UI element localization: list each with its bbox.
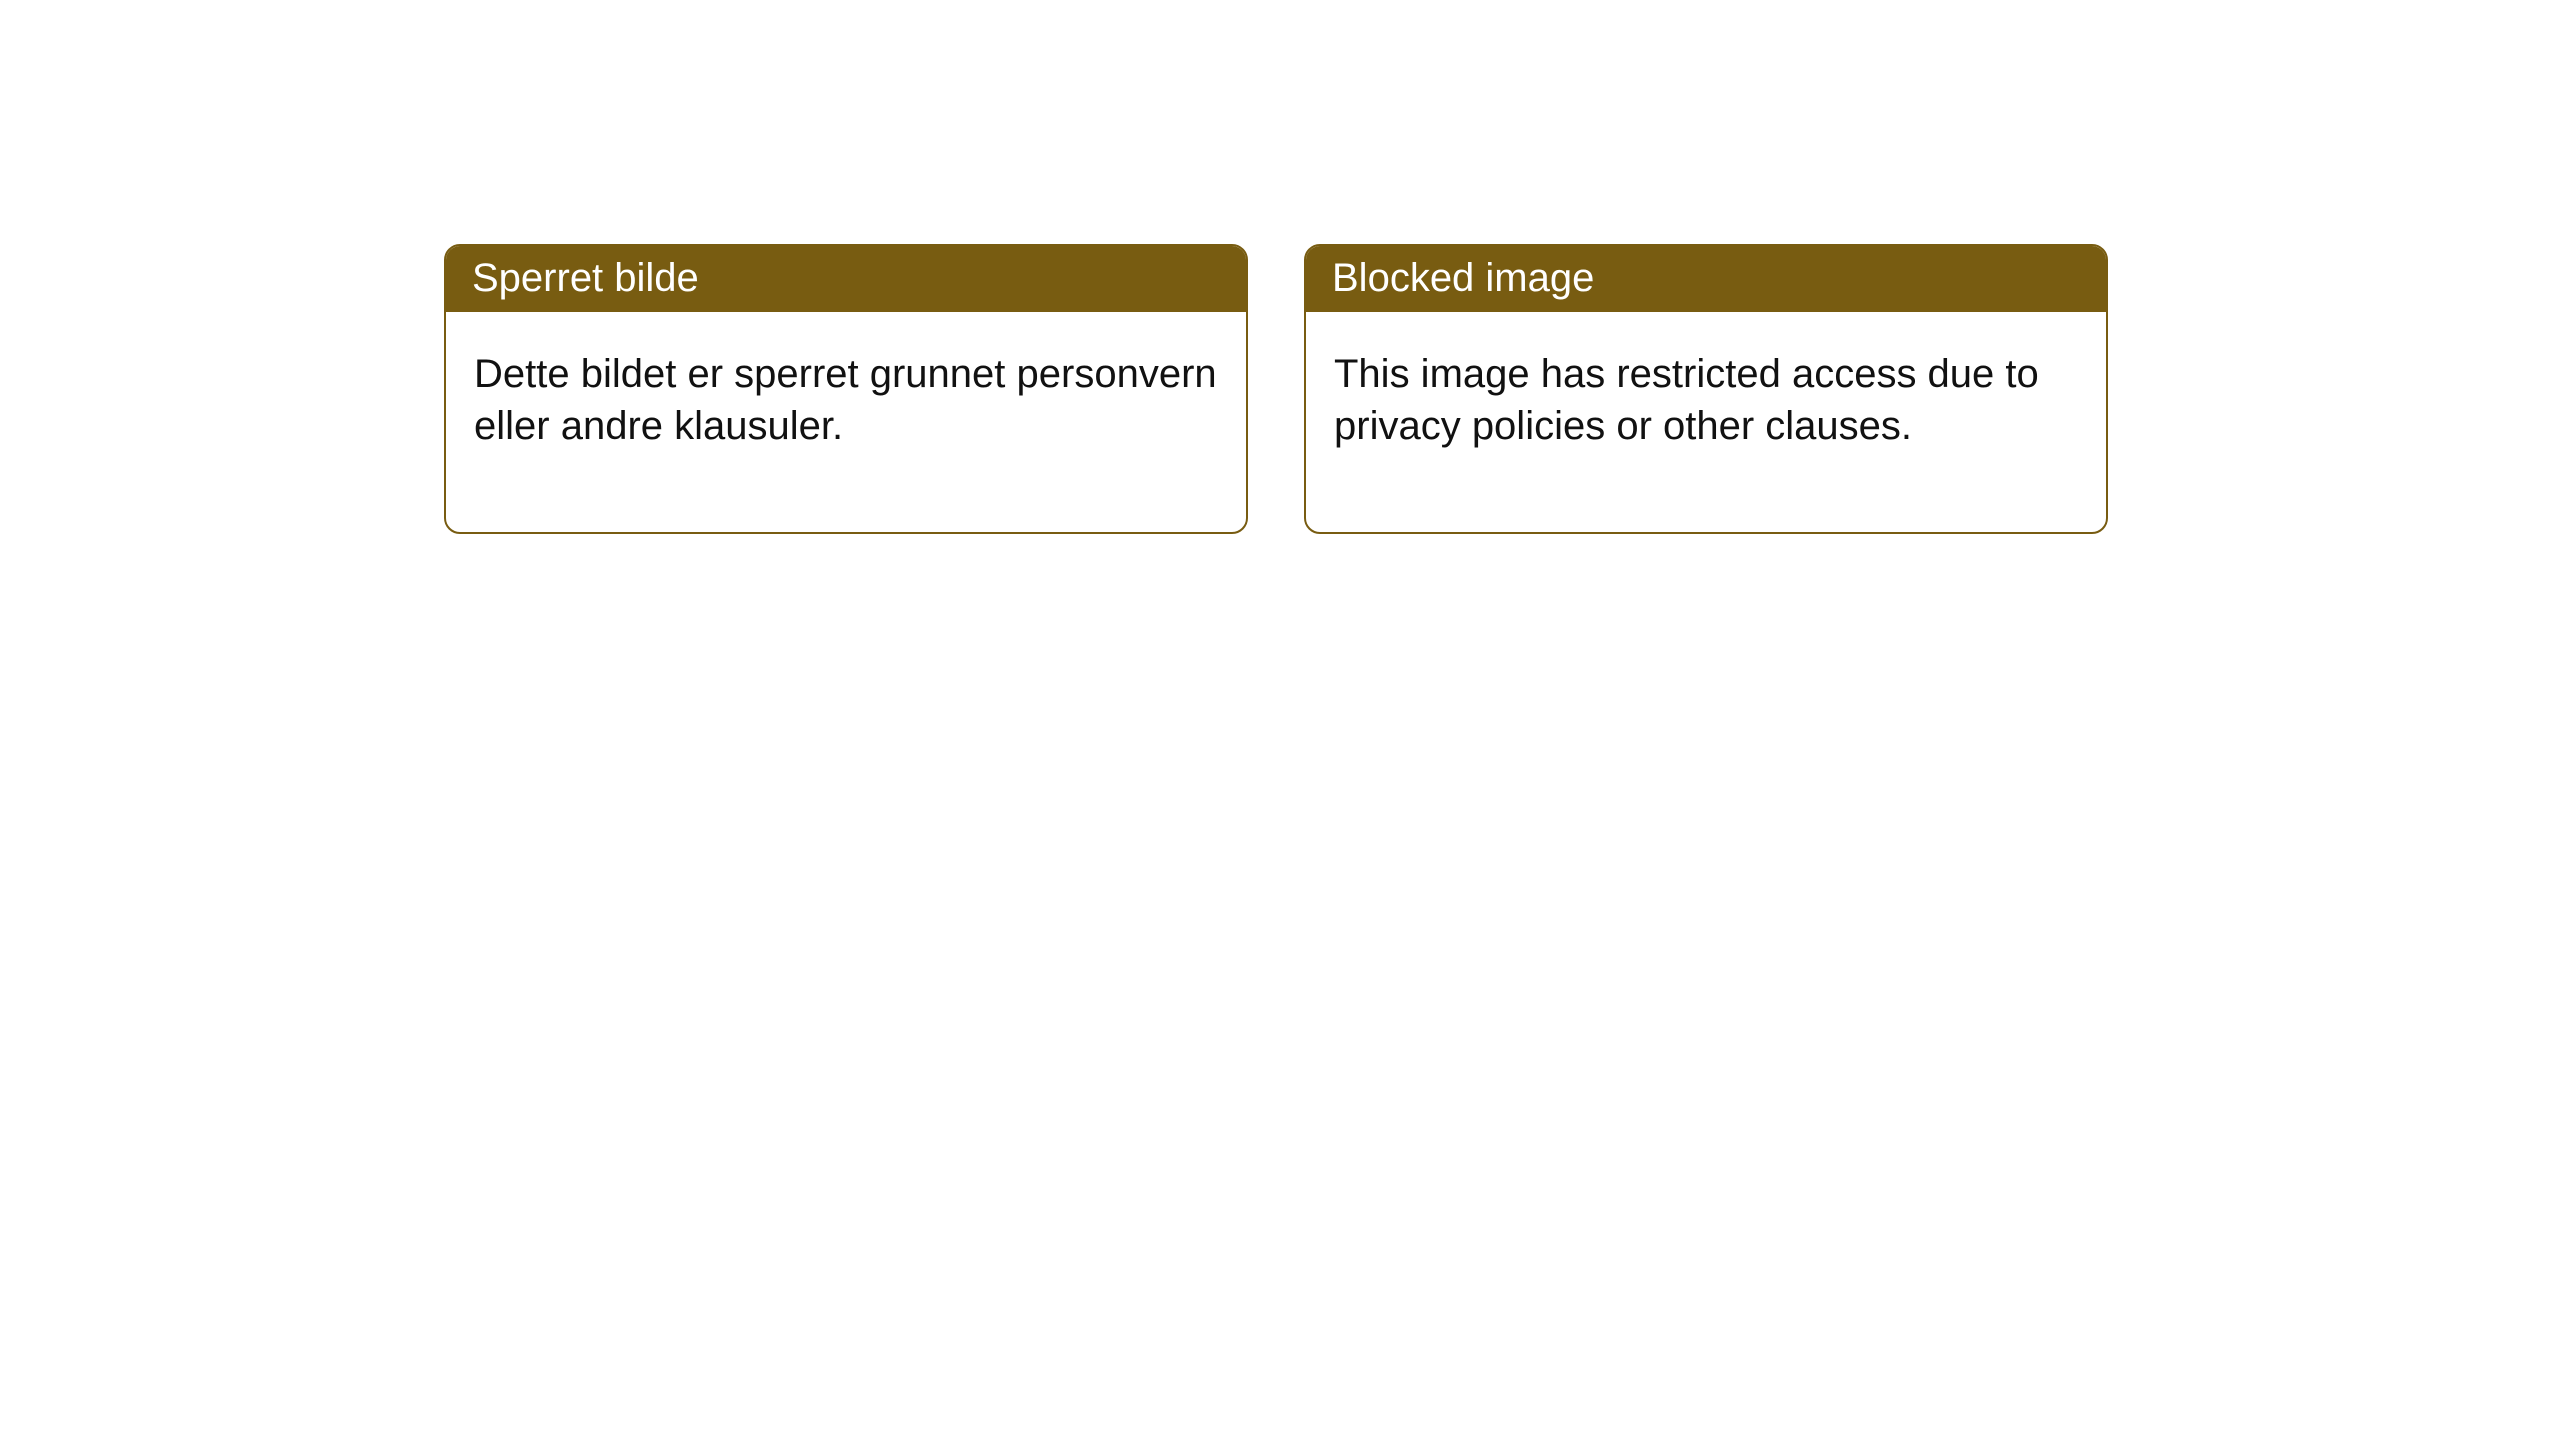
notice-body: This image has restricted access due to … [1306,312,2106,532]
notice-cards-container: Sperret bilde Dette bildet er sperret gr… [0,0,2560,534]
notice-card-norwegian: Sperret bilde Dette bildet er sperret gr… [444,244,1248,534]
notice-header: Blocked image [1306,246,2106,312]
notice-card-english: Blocked image This image has restricted … [1304,244,2108,534]
notice-header: Sperret bilde [446,246,1246,312]
notice-body: Dette bildet er sperret grunnet personve… [446,312,1246,532]
